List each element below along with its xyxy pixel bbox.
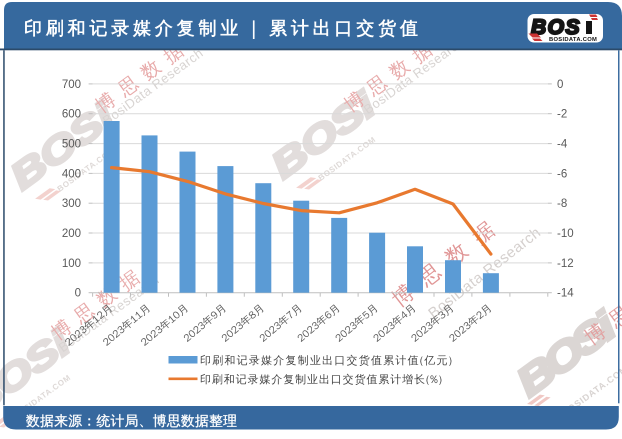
svg-text:600: 600 <box>62 109 81 121</box>
svg-text:200: 200 <box>62 228 81 240</box>
svg-text:BOS: BOS <box>531 16 581 39</box>
svg-text:-6: -6 <box>557 168 567 180</box>
svg-text:500: 500 <box>62 139 81 151</box>
svg-text:BOSIDATA.COM: BOSIDATA.COM <box>549 37 597 43</box>
svg-text:700: 700 <box>62 79 81 91</box>
svg-text:400: 400 <box>62 168 81 180</box>
svg-text:300: 300 <box>62 198 81 210</box>
svg-text:-2: -2 <box>557 109 567 121</box>
svg-text:-14: -14 <box>557 288 574 300</box>
svg-text:0: 0 <box>557 79 563 91</box>
svg-text:-12: -12 <box>557 258 574 270</box>
svg-text:-8: -8 <box>557 198 567 210</box>
svg-text:100: 100 <box>62 258 81 270</box>
svg-text:-4: -4 <box>557 139 568 151</box>
svg-text:-10: -10 <box>557 228 574 240</box>
svg-text:0: 0 <box>75 288 81 300</box>
